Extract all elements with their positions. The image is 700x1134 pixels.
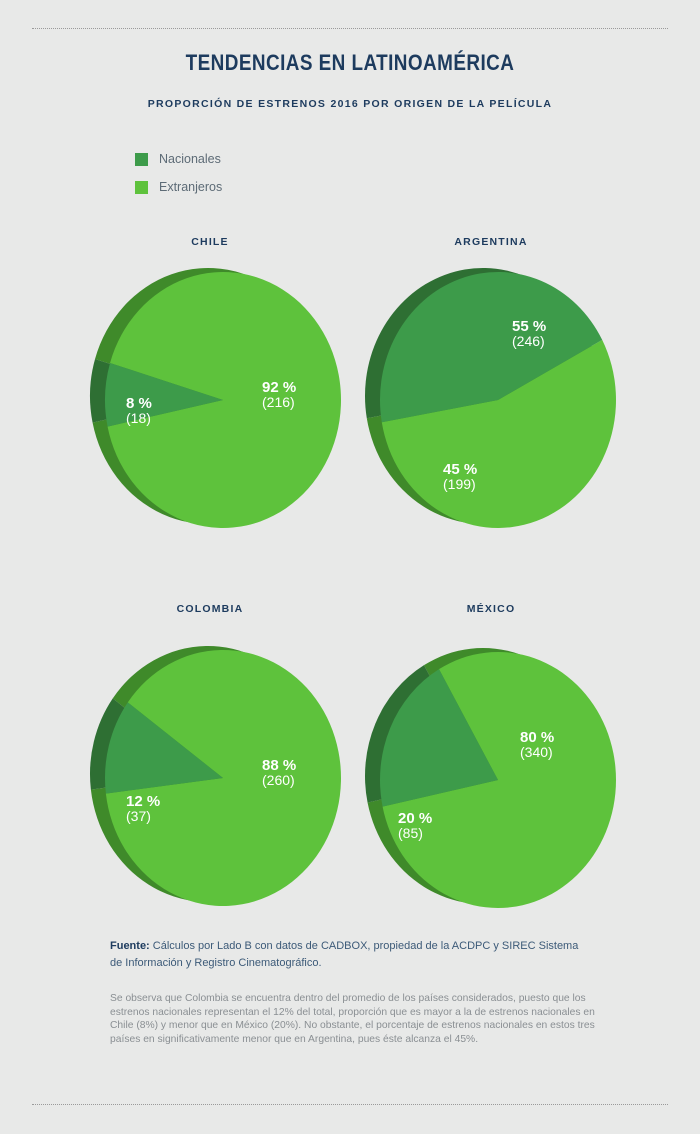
pie-label-count-nacionales-mexico: (85) <box>398 825 423 841</box>
pie-label-percent-nacionales-chile: 8 % <box>126 395 152 412</box>
pie-label-percent-extranjeros-argentina: 55 % <box>512 318 546 335</box>
pie-slice-extranjeros-mexico <box>382 652 617 909</box>
source-note: Fuente: Cálculos por Lado B con datos de… <box>110 938 580 972</box>
pie-label-percent-nacionales-colombia: 12 % <box>126 793 160 810</box>
pie-slice-extranjeros-colombia <box>105 649 342 906</box>
chart-title-argentina: ARGENTINA <box>454 236 528 248</box>
legend-swatch-nacionales <box>135 152 148 166</box>
pie-label-count-extranjeros-argentina: (246) <box>512 333 545 349</box>
chart-title-chile: CHILE <box>191 236 229 248</box>
pie-chart-colombia: 12 %(37) 88 %(260) <box>90 645 342 906</box>
pie-label-percent-nacionales-mexico: 20 % <box>398 810 432 827</box>
chart-title-mexico: MÉXICO <box>466 603 516 615</box>
legend-label-nacionales: Nacionales <box>159 152 221 166</box>
bottom-divider <box>32 1104 668 1105</box>
chart-title-colombia: COLOMBIA <box>176 603 244 615</box>
pie-chart-argentina: 45 %(199) 55 %(246) <box>364 267 616 528</box>
pie-label-percent-extranjeros-colombia: 88 % <box>262 757 296 774</box>
source-label: Fuente: <box>110 940 150 952</box>
pie-label-percent-nacionales-argentina: 45 % <box>443 461 477 478</box>
pie-slice-nacionales-argentina <box>379 271 603 423</box>
pie-chart-chile: 8 %(18) 92 %(216) <box>90 268 342 529</box>
legend-item-extranjeros: Extranjeros <box>135 173 222 201</box>
pie-charts-area: 8 %(18)92 %(216)45 %(199)55 %(246)12 %(3… <box>90 267 617 909</box>
pie-label-count-nacionales-colombia: (37) <box>126 808 151 824</box>
pie-slice-extranjeros-argentina <box>381 339 616 528</box>
pie-label-count-extranjeros-mexico: (340) <box>520 744 553 760</box>
chart-subtitle: PROPORCIÓN DE ESTRENOS 2016 POR ORIGEN D… <box>147 98 553 110</box>
pie-label-count-extranjeros-colombia: (260) <box>262 772 295 788</box>
pie-slice-nacionales-colombia <box>105 702 223 794</box>
analysis-note: Se observa que Colombia se encuentra den… <box>110 993 595 1045</box>
pie-label-percent-extranjeros-chile: 92 % <box>262 379 296 396</box>
pie-chart-mexico: 20 %(85) 80 %(340) <box>365 648 617 909</box>
top-divider <box>32 28 668 29</box>
pie-label-count-extranjeros-chile: (216) <box>262 394 295 410</box>
pie-label-count-nacionales-chile: (18) <box>126 410 151 426</box>
legend-swatch-extranjeros <box>135 180 148 194</box>
pie-slice-nacionales-chile <box>105 363 223 427</box>
pie-label-count-nacionales-argentina: (199) <box>443 476 476 492</box>
source-text: Cálculos por Lado B con datos de CADBOX,… <box>110 940 579 969</box>
pie-label-percent-extranjeros-mexico: 80 % <box>520 729 554 746</box>
legend-item-nacionales: Nacionales <box>135 145 222 173</box>
legend-label-extranjeros: Extranjeros <box>159 180 223 194</box>
pie-slice-nacionales-mexico <box>380 669 498 807</box>
page-title: TENDENCIAS EN LATINOAMÉRICA <box>185 50 515 75</box>
pie-slice-extranjeros-chile <box>107 272 342 529</box>
legend: Nacionales Extranjeros <box>135 145 222 201</box>
